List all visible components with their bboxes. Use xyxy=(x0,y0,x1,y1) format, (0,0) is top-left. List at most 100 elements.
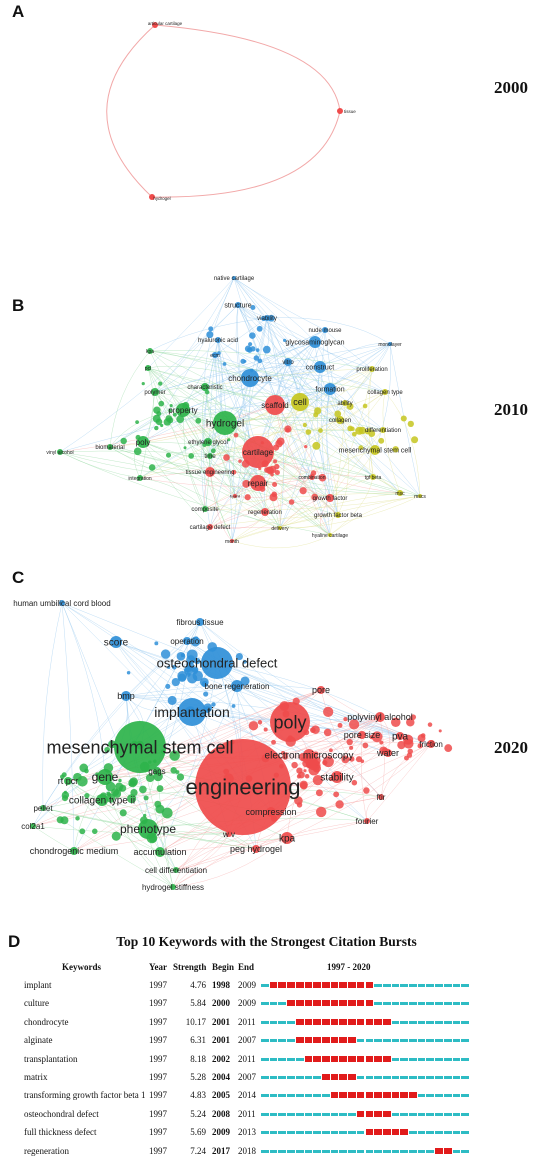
timeline-bar xyxy=(452,1002,461,1006)
node-gene xyxy=(97,769,113,785)
label-time: time xyxy=(204,454,216,460)
label-pcl: pcl xyxy=(145,366,151,372)
burst-bar xyxy=(313,982,321,988)
burst-bar xyxy=(321,982,330,988)
burst-row: implant 1997 4.76 1998 2009 xyxy=(0,977,533,995)
label-biomaterial: biomaterial xyxy=(95,445,124,451)
burst-bar xyxy=(382,1055,391,1062)
timeline-bar xyxy=(269,1076,278,1079)
timeline-bar xyxy=(356,1039,365,1043)
timeline-bar xyxy=(400,1039,409,1043)
node-tgf-beta xyxy=(370,474,376,480)
burst-bar xyxy=(313,1055,321,1062)
node-collagen xyxy=(336,416,344,424)
node-delivery xyxy=(278,526,282,530)
node-cartilage-defect xyxy=(207,524,213,530)
burst-bar xyxy=(365,1092,374,1099)
burst-bar xyxy=(339,1055,348,1062)
end-cell: 2007 xyxy=(238,1035,256,1046)
label-vinyl-alcohol: vinyl alcohol xyxy=(46,450,73,456)
timeline-bar xyxy=(261,984,269,987)
label-tgf-beta: tgf beta xyxy=(365,475,382,481)
node-scaffold xyxy=(265,395,285,415)
timeline-bar xyxy=(365,1149,374,1153)
node-fourier xyxy=(364,818,370,824)
label-delivery: delivery xyxy=(271,526,289,532)
node-pore xyxy=(317,686,325,694)
timeline-bar xyxy=(356,1131,365,1135)
year-cell: 1997 xyxy=(149,1145,167,1156)
label-pore: pore xyxy=(312,685,330,695)
timeline-bar xyxy=(461,1020,469,1024)
label-property: property xyxy=(168,406,197,415)
label-proliferation: proliferation xyxy=(356,367,387,373)
network-2000: articular cartilage tissue hydrogel xyxy=(106,21,356,201)
node-collagen-type-ii xyxy=(96,794,108,806)
timeline-bar xyxy=(261,1020,269,1024)
timeline-bar xyxy=(443,1002,452,1006)
burst-bar xyxy=(339,1018,348,1025)
node-combination xyxy=(309,474,315,480)
timeline-bar xyxy=(409,1149,417,1153)
burst-row: matrix 1997 5.28 2004 2007 xyxy=(0,1069,533,1087)
timeline-bar xyxy=(356,1149,365,1153)
timeline-bar xyxy=(295,1149,304,1153)
label-gene: gene xyxy=(92,770,119,784)
timeline-bar xyxy=(287,1020,295,1024)
keyword-cell: alginate xyxy=(24,1035,53,1046)
label-operation: operation xyxy=(170,637,203,646)
label-pva: pva xyxy=(392,732,409,743)
year-cell: 1997 xyxy=(149,998,167,1009)
burst-bar xyxy=(356,1018,365,1025)
node-rt-pcr xyxy=(64,777,72,785)
burst-bar xyxy=(365,1055,374,1062)
label-ecm: ecm xyxy=(210,353,219,359)
timeline-bar xyxy=(304,1076,313,1079)
burst-bar xyxy=(304,1018,313,1025)
timeline-bar xyxy=(461,1094,469,1098)
timeline-bar xyxy=(435,1039,443,1043)
timeline-bar xyxy=(391,1112,400,1116)
year-label-2000: 2000 xyxy=(494,78,528,97)
timeline-bar xyxy=(313,1094,321,1098)
label-hyaluronic-acid: hyaluronic acid xyxy=(198,338,238,344)
label-hydrogel: hydrogel xyxy=(206,419,244,430)
timeline-bar xyxy=(313,1076,321,1079)
label-hyaline-cartilage: hyaline cartilage xyxy=(312,533,348,539)
timeline-bar xyxy=(435,1112,443,1116)
label-vitro: vitro xyxy=(282,360,294,366)
burst-row: culture 1997 5.84 2000 2009 xyxy=(0,995,533,1013)
label-month: month xyxy=(225,539,239,545)
label-articular-cartilage: articular cartilage xyxy=(148,21,183,26)
label-cell: cell xyxy=(293,397,307,407)
timeline-bar xyxy=(382,1039,391,1043)
burst-bar xyxy=(321,1055,330,1062)
label-characteristic: characteristic xyxy=(187,385,222,391)
end-cell: 2007 xyxy=(238,1072,256,1082)
node-cell xyxy=(291,393,309,411)
burst-bar xyxy=(295,1000,304,1007)
year-cell: 1997 xyxy=(149,1108,167,1119)
timeline-bar xyxy=(461,984,469,987)
timeline-bar xyxy=(443,1020,452,1024)
timeline-bar xyxy=(435,1002,443,1006)
timeline-bar xyxy=(304,1131,313,1135)
timeline-bar xyxy=(452,1112,461,1116)
timeline-bar xyxy=(435,1020,443,1024)
timeline-bar xyxy=(261,1076,269,1079)
label-cartilage-defect: cartilage defect xyxy=(190,525,231,531)
timeline-bar xyxy=(391,1002,400,1006)
timeline-bar xyxy=(382,984,391,987)
node-ability xyxy=(342,400,348,406)
timeline-bar xyxy=(356,1076,365,1079)
node-native-cartilage xyxy=(232,276,236,280)
timeline-bar xyxy=(452,984,461,987)
burst-bar xyxy=(304,1037,313,1044)
label-gags: gags xyxy=(148,767,165,776)
timeline-bar xyxy=(461,1112,469,1116)
timeline-bar xyxy=(287,1149,295,1153)
timeline-bar xyxy=(261,1002,269,1006)
timeline-bar xyxy=(295,1057,304,1061)
timeline-bar xyxy=(313,1131,321,1135)
label-integration: integration xyxy=(128,476,152,482)
